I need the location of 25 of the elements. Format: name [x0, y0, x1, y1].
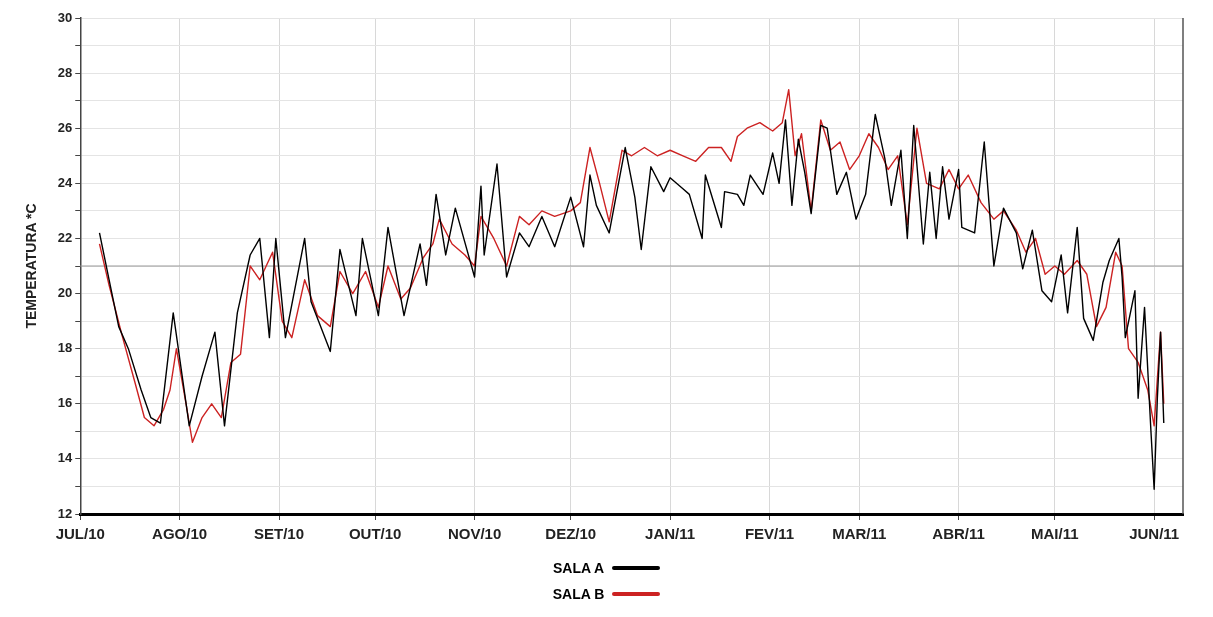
x-tick-label: DEZ/10 [545, 525, 597, 543]
y-tick-label: 20 [57, 285, 73, 301]
x-tick-label: JUN/11 [1129, 525, 1180, 543]
legend-label: SALA A [552, 560, 605, 576]
y-tick-label: 28 [57, 64, 73, 80]
y-tick-label: 26 [57, 119, 73, 135]
x-tick-label: JUL/10 [55, 525, 105, 543]
x-tick-label: MAR/11 [832, 525, 887, 543]
y-tick-label: 14 [57, 450, 74, 466]
y-tick-label: 22 [57, 230, 73, 246]
x-tick-label: ABR/11 [932, 525, 985, 543]
x-tick-label: OUT/10 [348, 525, 402, 543]
x-tick-label: JAN/11 [645, 525, 696, 543]
y-tick-label: 16 [57, 395, 73, 411]
y-tick-label: 24 [57, 174, 74, 190]
y-axis-title: TEMPERATURA *C [23, 203, 40, 329]
y-tick-label: 12 [57, 505, 73, 521]
legend-label: SALA B [552, 586, 605, 602]
x-tick-label: SET/10 [253, 525, 305, 543]
x-tick-label: AGO/10 [152, 525, 208, 543]
x-tick-label: FEV/11 [744, 525, 795, 543]
x-tick-label: NOV/10 [447, 525, 502, 543]
y-tick-label: 18 [57, 340, 73, 356]
x-tick-label: MAI/11 [1031, 525, 1079, 543]
y-tick-label: 30 [57, 9, 73, 25]
